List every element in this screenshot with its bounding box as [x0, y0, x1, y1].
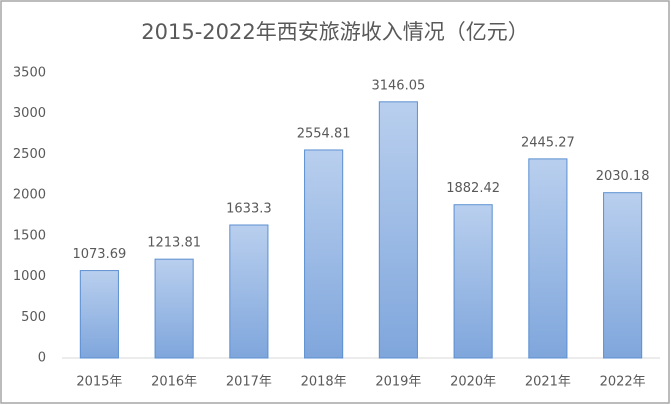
- y-tick-label: 0: [38, 351, 46, 366]
- x-tick-label: 2019年: [375, 375, 421, 390]
- y-tick-label: 1000: [13, 269, 46, 284]
- x-tick-label: 2018年: [301, 375, 347, 390]
- x-tick-label: 2020年: [450, 375, 496, 390]
- data-label: 1882.42: [446, 181, 500, 196]
- data-label: 1213.81: [147, 236, 201, 251]
- x-tick-label: 2015年: [76, 375, 122, 390]
- x-tick-label: 2022年: [600, 375, 646, 390]
- data-label: 1633.3: [226, 202, 272, 217]
- y-tick-label: 2500: [13, 147, 46, 162]
- data-label: 2445.27: [521, 135, 575, 150]
- bar: [603, 192, 643, 359]
- x-tick-label: 2016年: [151, 375, 197, 390]
- x-tick-label: 2021年: [525, 375, 571, 390]
- y-tick-label: 500: [21, 310, 46, 325]
- data-label: 3146.05: [371, 78, 425, 93]
- bar: [453, 204, 493, 359]
- bar: [304, 149, 344, 359]
- x-tick-label: 2017年: [226, 375, 272, 390]
- bar: [378, 101, 418, 359]
- data-label: 2554.81: [297, 126, 351, 141]
- y-tick-label: 2000: [13, 188, 46, 203]
- bar: [154, 258, 194, 359]
- bar: [79, 270, 119, 359]
- y-tick-label: 3000: [13, 106, 46, 121]
- y-tick-label: 1500: [13, 228, 46, 243]
- chart-title: 2015-2022年西安旅游收入情况（亿元）: [141, 20, 528, 44]
- bar: [229, 224, 269, 359]
- data-label: 1073.69: [72, 247, 126, 262]
- y-tick-label: 3500: [13, 66, 46, 81]
- data-label: 2030.18: [596, 169, 650, 184]
- bar: [528, 158, 568, 359]
